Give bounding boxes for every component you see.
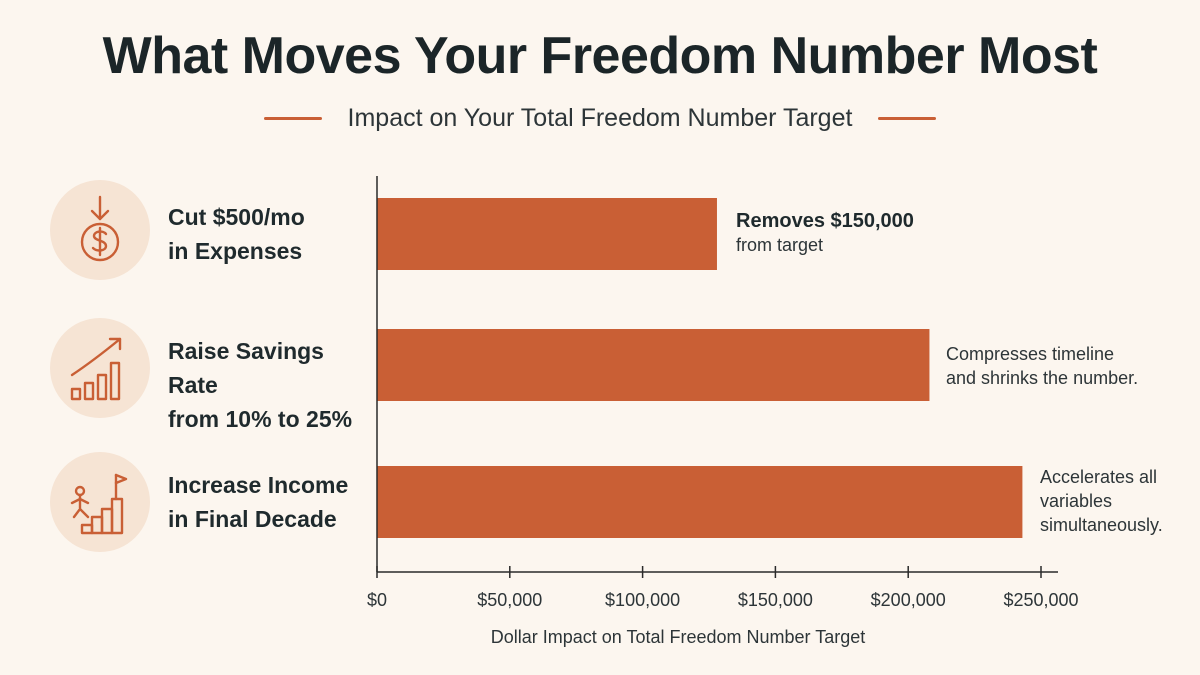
climbing-steps-flag-icon — [50, 452, 150, 552]
subtitle-rule-left — [263, 117, 322, 120]
annotation-line: and shrinks the number. — [946, 368, 1139, 388]
annotation-line: Accelerates all — [1040, 467, 1158, 487]
subtitle-rule-right — [878, 117, 937, 120]
x-tick-label: $150,000 — [738, 590, 813, 610]
category-label-income: Increase Income in Final Decade — [168, 468, 368, 536]
category-label-line: from 10% to 25% — [168, 406, 353, 432]
annotation-line: Compresses timeline — [946, 344, 1115, 364]
subtitle-row: Impact on Your Total Freedom Number Targ… — [0, 104, 1200, 133]
growth-bars-arrow-icon — [50, 318, 150, 418]
annotation-line: variables — [1040, 491, 1113, 511]
annotation-line: simultaneously. — [1040, 515, 1163, 535]
annotation-strong: Removes $150,000 — [736, 210, 914, 232]
x-tick-label: $50,000 — [477, 590, 542, 610]
annotation-expenses: Removes $150,000 from target — [736, 209, 914, 257]
x-axis-title: Dollar Impact on Total Freedom Number Ta… — [490, 627, 866, 647]
annotation-line: from target — [736, 235, 824, 255]
category-label-line: in Expenses — [168, 238, 303, 264]
category-label-line: in Final Decade — [168, 506, 337, 532]
category-label-savings-rate: Raise Savings Rate from 10% to 25% — [168, 334, 368, 436]
annotation-savings-rate: Compresses timeline and shrinks the numb… — [946, 342, 1138, 390]
x-tick-label: $100,000 — [605, 590, 680, 610]
category-label-line: Increase Income — [168, 472, 349, 498]
bar-0 — [377, 198, 717, 270]
category-label-line: Raise Savings Rate — [168, 338, 324, 398]
x-tick-label: $250,000 — [1003, 590, 1078, 610]
chart-subtitle: Impact on Your Total Freedom Number Targ… — [347, 104, 853, 132]
x-tick-label: $0 — [367, 590, 387, 610]
category-label-expenses: Cut $500/mo in Expenses — [168, 200, 368, 268]
dollar-coin-down-arrow-icon — [50, 180, 150, 280]
bar-2 — [377, 466, 1023, 538]
x-tick-label: $200,000 — [871, 590, 946, 610]
bar-1 — [377, 329, 930, 401]
category-label-line: Cut $500/mo — [168, 204, 305, 230]
chart-title: What Moves Your Freedom Number Most — [102, 27, 1098, 85]
annotation-income: Accelerates all variables simultaneously… — [1040, 465, 1163, 537]
